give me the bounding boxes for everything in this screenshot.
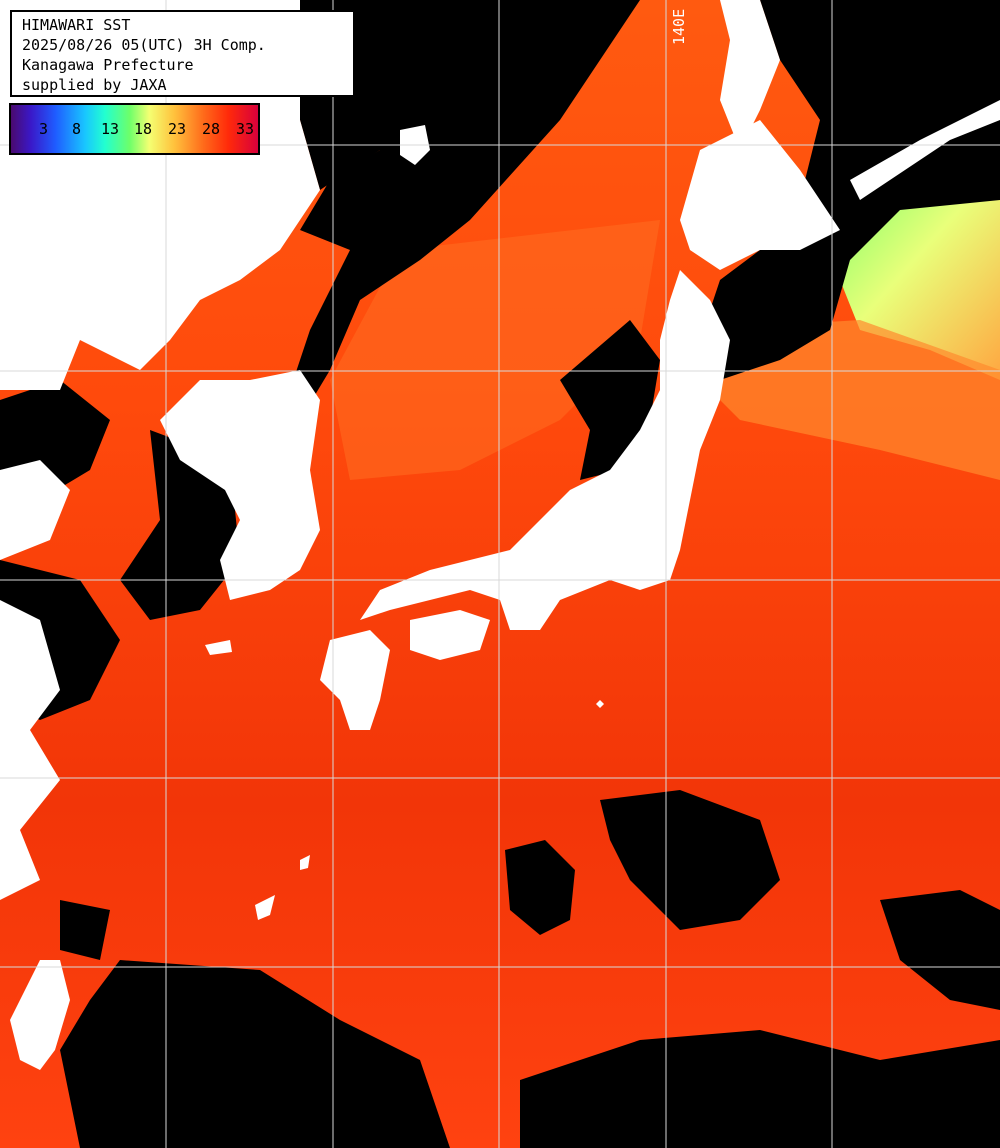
land-china-east bbox=[0, 460, 70, 560]
land-kuril bbox=[850, 100, 1000, 200]
legend-label: 8 bbox=[72, 120, 82, 138]
land-ryukyu-2 bbox=[300, 855, 310, 870]
cloud-south-east bbox=[520, 1030, 1000, 1148]
land-jeju bbox=[205, 640, 232, 655]
map-credit: supplied by JAXA bbox=[22, 76, 167, 94]
legend-label: 23 bbox=[168, 120, 187, 138]
map-datetime: 2025/08/26 05(UTC) 3H Comp. bbox=[22, 36, 266, 54]
land-shikoku bbox=[410, 610, 490, 660]
info-box: HIMAWARI SST 2025/08/26 05(UTC) 3H Comp.… bbox=[10, 10, 355, 97]
cloud-taiwan-east bbox=[60, 900, 110, 960]
land-kyushu bbox=[320, 630, 390, 730]
map-region: Kanagawa Prefecture bbox=[22, 56, 194, 74]
land-taiwan bbox=[10, 960, 70, 1070]
sea-of-japan-warm bbox=[330, 220, 660, 480]
cloud-east-pacific bbox=[880, 890, 1000, 1010]
land-honshu bbox=[360, 270, 730, 630]
legend-label: 33 bbox=[236, 120, 255, 138]
lon-label-140e: 140E bbox=[670, 9, 688, 45]
cloud-pacific-center bbox=[600, 790, 780, 930]
legend-label: 13 bbox=[101, 120, 120, 138]
legend-label: 18 bbox=[134, 120, 153, 138]
cloud-south-center bbox=[60, 960, 450, 1148]
land-sakhalin bbox=[720, 0, 780, 150]
land-izu-islands bbox=[596, 700, 604, 708]
lat-label-40n: 40N bbox=[14, 353, 41, 371]
legend-label: 3 bbox=[39, 120, 49, 138]
legend-label: 28 bbox=[202, 120, 221, 138]
land-hokkaido bbox=[680, 120, 840, 270]
land-korea bbox=[160, 370, 320, 600]
cloud-pacific-blob bbox=[505, 840, 575, 935]
land-asia-north bbox=[0, 0, 320, 390]
lat-label-30n: 30N bbox=[16, 760, 43, 778]
land-ryukyu bbox=[255, 895, 275, 920]
map-title: HIMAWARI SST bbox=[22, 16, 131, 34]
cloud-north-asia bbox=[260, 0, 640, 460]
color-scale-legend: 3 8 13 18 23 28 33 bbox=[9, 103, 260, 155]
cloud-northeast bbox=[700, 0, 1000, 380]
land-china-south bbox=[0, 600, 60, 900]
